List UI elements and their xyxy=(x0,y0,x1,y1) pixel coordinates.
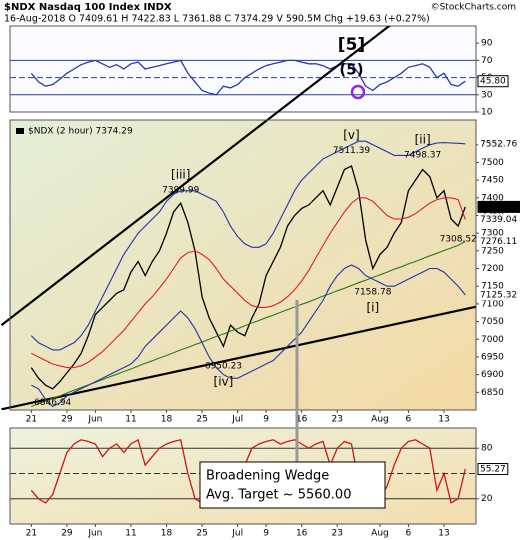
pivot-label: 7399.99 xyxy=(162,185,199,195)
last-value-box xyxy=(477,200,520,213)
panel-background xyxy=(10,120,476,410)
x-tick-label: 18 xyxy=(161,529,173,539)
x-tick-label: Aug xyxy=(371,529,389,539)
wave-label: [v] xyxy=(343,128,359,142)
x-tick-label: Jul xyxy=(231,415,243,425)
quote-line: 16-Aug-2018 O 7409.61 H 7422.83 L 7361.8… xyxy=(4,14,430,25)
y-tick-label: 10 xyxy=(481,108,493,118)
note-line: Avg. Target ~ 5560.00 xyxy=(206,488,351,503)
x-tick-label: 25 xyxy=(196,529,207,539)
last-value-label: 7552.76 xyxy=(480,139,517,149)
wave-circle xyxy=(350,84,366,100)
x-tick-label: 23 xyxy=(332,415,343,425)
last-value-box xyxy=(478,213,520,225)
wave-label: [i] xyxy=(366,301,379,315)
wave-label: [iii] xyxy=(171,167,190,181)
y-tick-label: 7500 xyxy=(481,158,504,168)
y-tick-label: 7100 xyxy=(481,299,504,309)
x-tick-label: 21 xyxy=(26,529,37,539)
panel-border xyxy=(9,427,477,525)
pivot-label: 7158.78 xyxy=(354,288,391,298)
x-tick-label: 9 xyxy=(263,529,269,539)
x-tick-label: 13 xyxy=(438,415,449,425)
series-line xyxy=(31,197,466,369)
series-line xyxy=(30,140,466,351)
last-value-box xyxy=(478,138,520,150)
wave-label: [ii] xyxy=(415,133,431,147)
pivot-label: 7308.52 xyxy=(440,235,477,245)
pivot-label: 7498.37 xyxy=(404,151,441,161)
note-line: Broadening Wedge xyxy=(206,469,329,484)
y-tick-label: 7250 xyxy=(481,246,504,256)
y-tick-label: 7150 xyxy=(481,282,504,292)
last-value-box xyxy=(477,75,509,88)
y-tick-label: 7400 xyxy=(481,193,504,203)
x-tick-label: Jul xyxy=(231,529,243,539)
x-tick-label: 16 xyxy=(296,529,308,539)
x-tick-label: 21 xyxy=(26,415,37,425)
y-tick-label: 7300 xyxy=(481,229,504,239)
panel-background xyxy=(10,26,476,112)
y-tick-label: 80 xyxy=(481,444,493,454)
x-tick-label: 13 xyxy=(438,529,449,539)
trendline xyxy=(0,26,391,326)
credit: ©StockCharts.com xyxy=(431,3,516,13)
last-value-label: 7374.29 xyxy=(480,202,520,212)
x-tick-label: Jun xyxy=(87,415,102,425)
x-tick-label: 11 xyxy=(125,415,136,425)
last-value-label: 7276.11 xyxy=(480,237,517,247)
pivot-label: 7511.39 xyxy=(333,146,370,156)
last-value-label: 55.27 xyxy=(480,465,506,475)
y-tick-label: 7200 xyxy=(481,264,504,274)
y-tick-label: 90 xyxy=(481,39,493,49)
y-tick-label: 30 xyxy=(481,90,493,100)
x-tick-label: 6 xyxy=(406,415,412,425)
x-tick-label: 6 xyxy=(406,529,412,539)
trendline xyxy=(1,305,476,410)
y-tick-label: 7050 xyxy=(481,317,504,327)
y-tick-label: 7000 xyxy=(481,335,504,345)
x-tick-label: 18 xyxy=(161,415,173,425)
x-tick-label: 23 xyxy=(332,529,343,539)
series-line xyxy=(30,59,466,96)
x-tick-label: 11 xyxy=(125,529,136,539)
x-tick-label: 16 xyxy=(296,415,308,425)
last-value-label: 7125.32 xyxy=(480,290,517,300)
note-box xyxy=(199,461,386,509)
y-tick-label: 70 xyxy=(481,56,493,66)
x-tick-label: 25 xyxy=(196,415,207,425)
pivot-label: 6950.23 xyxy=(205,361,242,371)
series-line xyxy=(30,165,466,390)
series-line xyxy=(31,241,466,408)
x-tick-label: Jun xyxy=(87,529,102,539)
panel-border xyxy=(9,25,477,113)
panel-border xyxy=(9,119,477,411)
x-tick-label: 29 xyxy=(61,529,73,539)
wave-label: (5) xyxy=(339,61,363,79)
wave-label: [iv] xyxy=(214,374,234,388)
last-value-label: 7339.04 xyxy=(480,215,517,225)
y-tick-label: 20 xyxy=(481,494,493,504)
y-tick-label: 7450 xyxy=(481,176,504,186)
x-tick-label: Aug xyxy=(371,415,389,425)
x-tick-label: 29 xyxy=(61,415,73,425)
x-tick-label: 9 xyxy=(263,415,269,425)
pivot-label: 6846.94 xyxy=(34,398,71,408)
y-tick-label: 6850 xyxy=(481,388,504,398)
series-line xyxy=(31,264,466,408)
last-value-box xyxy=(477,463,509,476)
last-value-box xyxy=(478,236,520,248)
series-line xyxy=(30,438,466,509)
last-value-label: 45.80 xyxy=(480,77,506,87)
symbol-title: $NDX Nasdaq 100 Index INDX xyxy=(4,2,172,13)
wave-label: [5] xyxy=(338,35,365,55)
legend-swatch xyxy=(16,128,24,134)
y-tick-label: 6950 xyxy=(481,352,504,362)
last-value-box xyxy=(478,289,520,301)
panel-title: $NDX (2 hour) 7374.29 xyxy=(28,127,133,137)
y-tick-label: 6900 xyxy=(481,370,504,380)
